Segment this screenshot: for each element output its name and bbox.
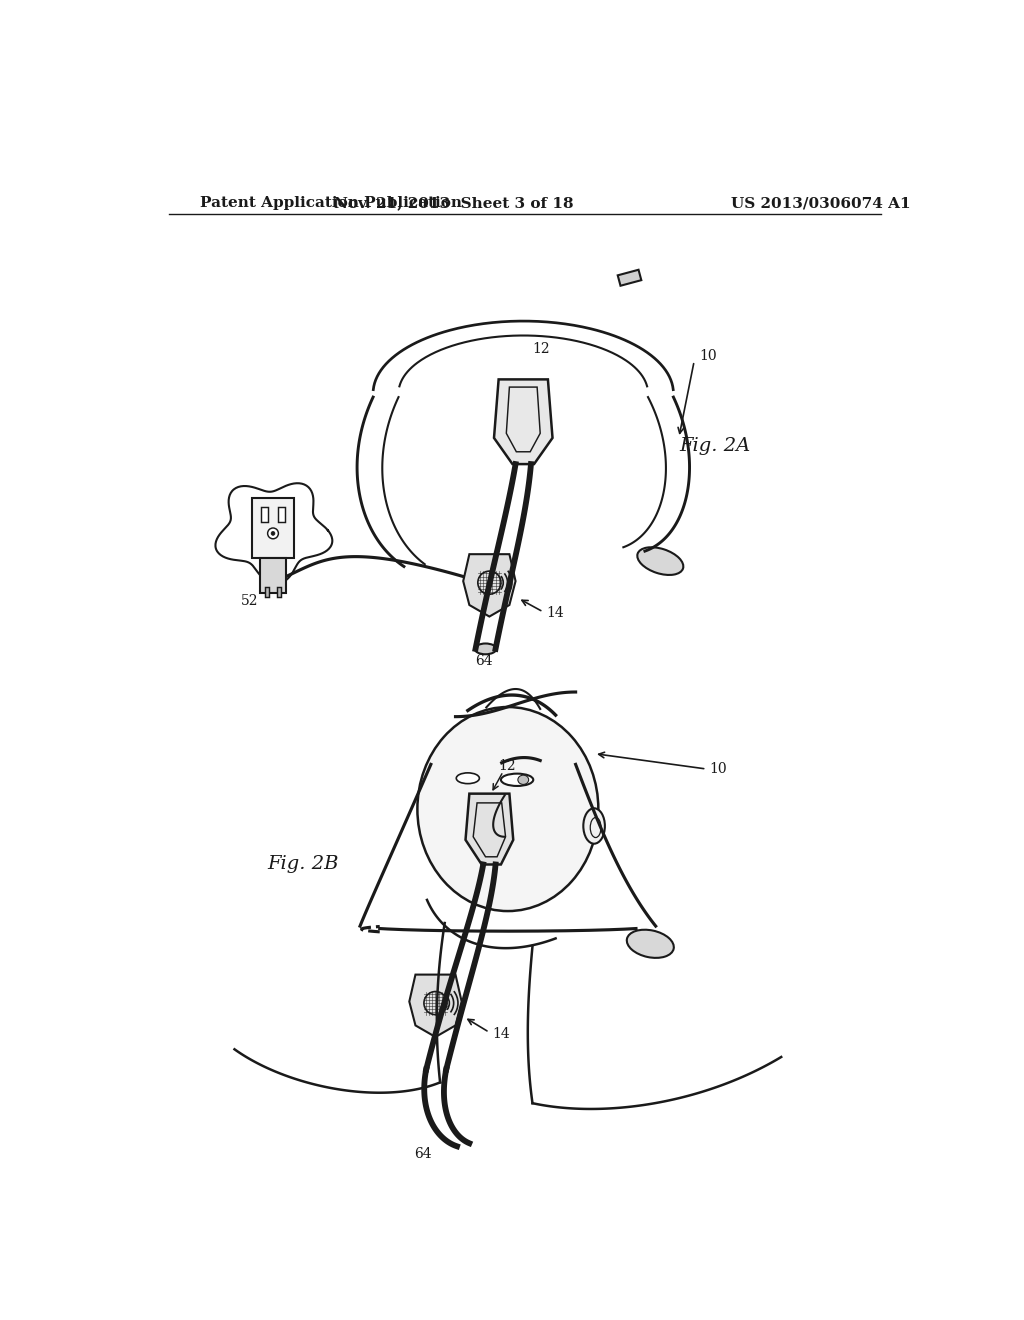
Bar: [617, 269, 641, 285]
Text: 10: 10: [698, 350, 717, 363]
Ellipse shape: [475, 644, 497, 655]
Polygon shape: [466, 793, 513, 865]
Text: 64: 64: [475, 655, 494, 668]
Text: 52: 52: [241, 594, 258, 609]
Bar: [265, 587, 269, 597]
Bar: [261, 507, 268, 521]
Ellipse shape: [584, 808, 605, 843]
Text: 10: 10: [710, 762, 727, 776]
Circle shape: [271, 532, 274, 536]
Polygon shape: [410, 974, 462, 1038]
Ellipse shape: [627, 929, 674, 958]
Text: 14: 14: [547, 606, 564, 620]
Polygon shape: [463, 554, 515, 616]
Bar: [260, 558, 286, 594]
Text: 12: 12: [499, 759, 516, 774]
Text: US 2013/0306074 A1: US 2013/0306074 A1: [731, 197, 910, 210]
Text: Fig. 2A: Fig. 2A: [679, 437, 750, 454]
Polygon shape: [494, 379, 553, 465]
Text: 64: 64: [414, 1147, 431, 1162]
Text: Fig. 2B: Fig. 2B: [267, 855, 339, 874]
Bar: [276, 587, 281, 597]
Bar: [278, 507, 285, 521]
Text: 14: 14: [493, 1027, 510, 1041]
Circle shape: [267, 528, 279, 539]
Ellipse shape: [501, 774, 534, 785]
Ellipse shape: [418, 708, 598, 911]
Bar: [252, 498, 294, 558]
Ellipse shape: [457, 774, 479, 784]
Ellipse shape: [518, 775, 528, 784]
Text: Patent Application Publication: Patent Application Publication: [200, 197, 462, 210]
Text: 12: 12: [532, 342, 550, 355]
Text: Nov. 21, 2013  Sheet 3 of 18: Nov. 21, 2013 Sheet 3 of 18: [334, 197, 573, 210]
Ellipse shape: [637, 548, 683, 576]
